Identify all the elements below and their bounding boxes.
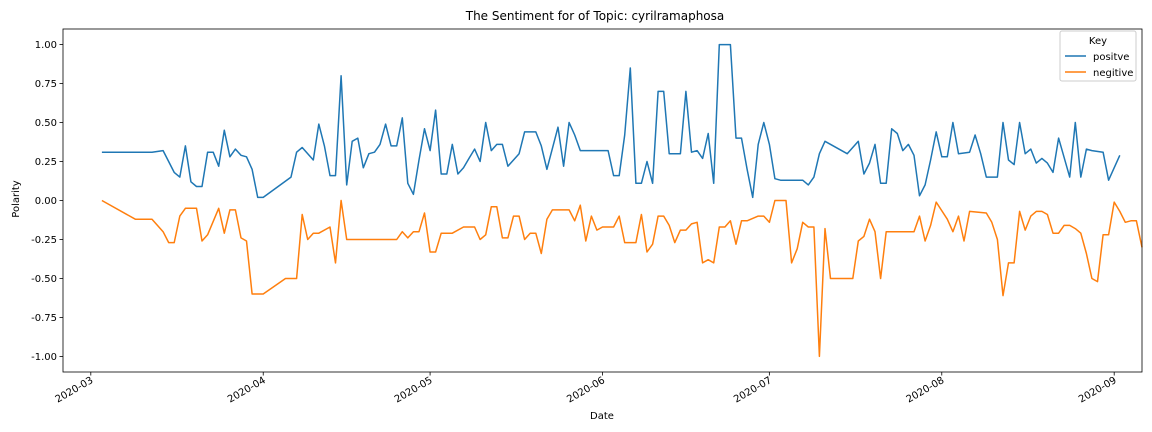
- y-tick-label: 0.50: [35, 118, 57, 129]
- y-tick-label: 1.00: [35, 40, 57, 51]
- legend: Key positve negitive: [1059, 30, 1137, 82]
- x-tick-label: 2020-07: [732, 375, 774, 405]
- chart-title: The Sentiment for of Topic: cyrilramapho…: [465, 9, 725, 23]
- y-tick-label: 0.75: [35, 79, 57, 90]
- y-axis-label: Polarity: [11, 180, 22, 218]
- y-tick-label: 0.00: [35, 196, 57, 207]
- x-tick-label: 2020-09: [1077, 375, 1119, 405]
- y-tick-label: 0.25: [35, 157, 57, 168]
- y-tick-label: -0.25: [31, 235, 57, 246]
- legend-label-positve: positve: [1093, 52, 1129, 63]
- series-line-negitive: [101, 199, 1143, 358]
- x-tick-label: 2020-06: [565, 375, 607, 405]
- y-tick-label: -0.50: [31, 274, 57, 285]
- x-tick-label: 2020-04: [226, 375, 268, 405]
- x-tick-label: 2020-03: [54, 375, 96, 405]
- x-axis-label: Date: [590, 411, 614, 422]
- x-tick-label: 2020-08: [905, 375, 947, 405]
- y-axis: 1.00 0.75 0.50 0.25 0.00 -0.25 -0.50 -0.75 -1.00: [31, 40, 63, 363]
- legend-box: [1059, 30, 1137, 82]
- y-tick-label: -0.75: [31, 313, 57, 324]
- plot-area: [62, 28, 1143, 373]
- series-line-positve: [101, 43, 1121, 199]
- x-axis: 2020-03 2020-04 2020-05 2020-06 2020-07 2020-…: [54, 372, 1119, 405]
- legend-title: Key: [1089, 36, 1107, 47]
- legend-label-negitive: negitive: [1093, 68, 1133, 79]
- y-tick-label: -1.00: [31, 352, 57, 363]
- plot-frame: [62, 28, 1143, 373]
- x-tick-label: 2020-05: [393, 375, 435, 405]
